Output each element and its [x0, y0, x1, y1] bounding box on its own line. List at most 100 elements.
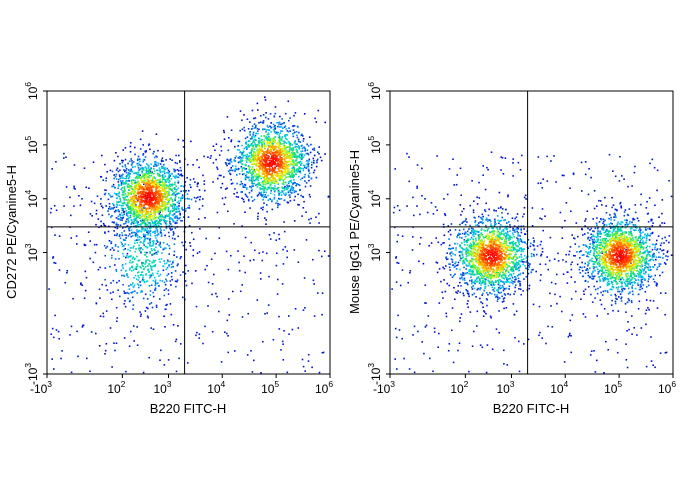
event-dot — [153, 170, 156, 172]
event-dot — [142, 268, 145, 271]
event-dot — [187, 216, 190, 218]
event-dot — [124, 177, 127, 180]
event-dot — [188, 225, 191, 227]
event-dot — [289, 153, 292, 156]
event-dot — [163, 315, 166, 318]
event-dot — [285, 171, 287, 174]
event-dot — [156, 241, 159, 243]
event-dot — [158, 215, 161, 218]
event-dot — [540, 274, 542, 276]
event-dot — [436, 155, 438, 157]
event-dot — [250, 160, 253, 162]
event-dot — [149, 294, 152, 296]
event-dot — [125, 180, 127, 183]
event-dot — [452, 361, 455, 364]
event-dot — [268, 234, 271, 236]
event-dot — [156, 272, 159, 275]
event-dot — [135, 181, 138, 184]
event-dot — [270, 173, 272, 176]
event-dot — [163, 170, 165, 172]
event-dot — [174, 204, 176, 207]
event-dot — [132, 247, 134, 249]
event-dot — [125, 203, 127, 206]
event-dot — [287, 182, 290, 185]
event-dot — [230, 169, 232, 172]
event-dot — [81, 326, 84, 328]
event-dot — [304, 166, 306, 169]
event-dot — [540, 254, 542, 257]
event-dot — [286, 187, 288, 190]
event-dot — [124, 164, 126, 166]
event-dot — [136, 210, 138, 212]
event-dot — [177, 200, 180, 203]
event-dot — [292, 176, 294, 179]
event-dot — [230, 129, 233, 131]
event-dot — [161, 170, 164, 173]
event-dot — [142, 192, 144, 195]
event-dot — [253, 163, 255, 166]
event-dot — [292, 125, 294, 128]
event-dot — [128, 175, 130, 177]
event-dot — [168, 187, 170, 190]
event-dot — [146, 315, 149, 318]
event-dot — [444, 214, 447, 217]
event-dot — [182, 209, 184, 211]
event-dot — [268, 166, 271, 168]
event-dot — [93, 243, 96, 246]
event-dot — [160, 258, 163, 260]
event-dot — [549, 292, 551, 295]
event-dot — [269, 165, 271, 167]
y-tick-label: 105 — [23, 136, 40, 154]
event-dot — [292, 129, 295, 131]
event-dot — [287, 156, 289, 159]
event-dot — [268, 180, 270, 183]
event-dot — [137, 188, 139, 191]
event-dot — [621, 175, 623, 177]
event-dot — [148, 207, 151, 210]
event-dot — [144, 191, 146, 193]
event-dot — [180, 174, 182, 176]
event-dot — [141, 181, 143, 183]
event-dot — [121, 209, 124, 211]
event-dot — [169, 222, 171, 225]
event-dot — [571, 314, 574, 316]
event-dot — [123, 239, 125, 241]
event-dot — [156, 253, 158, 255]
event-dot — [172, 203, 174, 205]
event-dot — [99, 315, 102, 317]
event-dot — [58, 337, 60, 340]
event-dot — [275, 182, 277, 184]
event-dot — [176, 169, 179, 171]
event-dot — [305, 239, 308, 241]
event-dot — [144, 210, 146, 212]
event-dot — [291, 172, 294, 174]
event-dot — [106, 171, 108, 173]
event-dot — [144, 156, 147, 158]
event-dot — [136, 326, 138, 328]
event-dot — [628, 299, 630, 302]
event-dot — [448, 168, 451, 170]
event-dot — [161, 167, 163, 169]
event-dot — [110, 282, 112, 284]
event-dot — [261, 259, 264, 262]
event-dot — [318, 212, 320, 215]
event-dot — [254, 163, 257, 165]
event-dot — [145, 245, 147, 248]
event-dot — [252, 179, 254, 181]
event-dot — [287, 155, 290, 157]
event-dot — [148, 200, 151, 203]
event-dot — [133, 225, 135, 228]
event-dot — [254, 127, 256, 129]
event-dot — [486, 344, 489, 346]
event-dot — [648, 197, 651, 199]
event-dot — [159, 246, 162, 248]
event-dot — [289, 130, 291, 132]
event-dot — [266, 124, 269, 127]
event-dot — [137, 259, 140, 262]
event-dot — [146, 298, 149, 300]
event-dot — [139, 190, 142, 193]
event-dot — [161, 188, 164, 190]
event-dot — [152, 221, 154, 224]
event-dot — [251, 135, 254, 138]
event-dot — [628, 208, 631, 210]
